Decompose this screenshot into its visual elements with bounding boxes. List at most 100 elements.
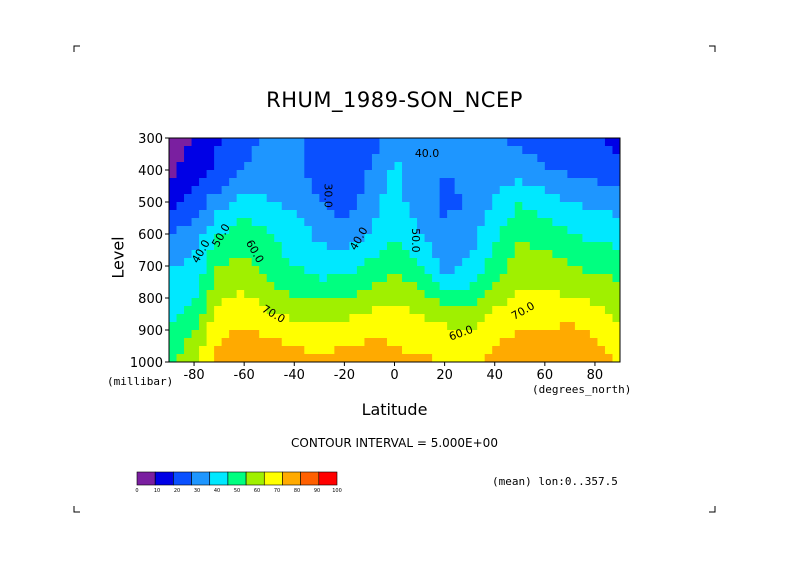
heatmap-cell (544, 338, 553, 347)
heatmap-cell (371, 146, 380, 155)
heatmap-cell (469, 186, 478, 195)
heatmap-cell (176, 274, 185, 283)
heatmap-cell (199, 322, 208, 331)
heatmap-cell (326, 282, 335, 291)
heatmap-cell (424, 242, 433, 251)
heatmap-cell (281, 138, 290, 147)
heatmap-cell (402, 138, 411, 147)
heatmap-cell (326, 234, 335, 243)
heatmap-cell (356, 226, 365, 235)
heatmap-cell (604, 178, 613, 187)
heatmap-cell (244, 298, 253, 307)
heatmap-cell (169, 354, 178, 363)
heatmap-cell (574, 298, 583, 307)
heatmap-cell (604, 306, 613, 315)
heatmap-cell (319, 346, 328, 355)
heatmap-cell (349, 186, 358, 195)
heatmap-cell (604, 218, 613, 227)
heatmap-cell (559, 314, 568, 323)
heatmap-cell (274, 170, 283, 179)
heatmap-cell (514, 314, 523, 323)
heatmap-cell (221, 154, 230, 163)
heatmap-cell (214, 202, 223, 211)
heatmap-cell (432, 354, 441, 363)
heatmap-cell (402, 210, 411, 219)
heatmap-cell (311, 314, 320, 323)
heatmap-cell (319, 234, 328, 243)
heatmap-cell (544, 314, 553, 323)
heatmap-cell (612, 258, 621, 267)
heatmap-cell (281, 170, 290, 179)
heatmap-cell (409, 210, 418, 219)
heatmap-cell (559, 202, 568, 211)
heatmap-cell (349, 178, 358, 187)
heatmap-cell (289, 138, 298, 147)
heatmap-cell (191, 186, 200, 195)
heatmap-cell (522, 322, 531, 331)
heatmap-cell (409, 250, 418, 259)
heatmap-cell (349, 250, 358, 259)
colorbar-swatch (154, 471, 174, 486)
heatmap-cell (169, 218, 178, 227)
heatmap-cell (251, 210, 260, 219)
heatmap-cell (469, 250, 478, 259)
heatmap-cell (409, 162, 418, 171)
heatmap-cell (191, 298, 200, 307)
heatmap-cell (184, 154, 193, 163)
heatmap-cell (304, 178, 313, 187)
heatmap-cell (507, 154, 516, 163)
heatmap-cell (432, 170, 441, 179)
heatmap-cell (326, 354, 335, 363)
heatmap-cell (469, 138, 478, 147)
heatmap-cell (296, 202, 305, 211)
heatmap-cell (296, 234, 305, 243)
heatmap-cell (447, 314, 456, 323)
heatmap-cell (522, 210, 531, 219)
heatmap-cell (567, 146, 576, 155)
heatmap-cell (544, 162, 553, 171)
heatmap-cell (371, 202, 380, 211)
heatmap-cell (191, 282, 200, 291)
heatmap-cell (221, 274, 230, 283)
heatmap-cell (259, 322, 268, 331)
heatmap-cell (499, 138, 508, 147)
heatmap-cell (432, 178, 441, 187)
heatmap-cell (462, 226, 471, 235)
heatmap-cell (432, 282, 441, 291)
heatmap-cell (447, 338, 456, 347)
heatmap-cell (184, 226, 193, 235)
heatmap-cell (447, 322, 456, 331)
heatmap-cell (371, 314, 380, 323)
heatmap-cell (236, 186, 245, 195)
heatmap-cell (296, 274, 305, 283)
heatmap-cell (251, 242, 260, 251)
heatmap-cell (169, 170, 178, 179)
heatmap-cell (244, 202, 253, 211)
heatmap-cell (296, 138, 305, 147)
heatmap-cell (236, 162, 245, 171)
heatmap-cell (169, 226, 178, 235)
heatmap-cell (176, 186, 185, 195)
heatmap-cell (604, 210, 613, 219)
heatmap-cell (386, 338, 395, 347)
heatmap-cell (462, 282, 471, 291)
heatmap-cell (612, 314, 621, 323)
heatmap-cell (544, 202, 553, 211)
heatmap-cell (552, 346, 561, 355)
heatmap-cell (492, 194, 501, 203)
heatmap-cell (522, 178, 531, 187)
heatmap-cell (221, 186, 230, 195)
colorbar-label: 60 (254, 488, 260, 494)
heatmap-cell (364, 338, 373, 347)
heatmap-cell (514, 146, 523, 155)
heatmap-cell (582, 170, 591, 179)
heatmap-cell (409, 338, 418, 347)
heatmap-cell (417, 162, 426, 171)
heatmap-cell (229, 290, 238, 299)
corner-mark-top-right (709, 45, 716, 52)
heatmap-cell (379, 314, 388, 323)
heatmap-cell (462, 274, 471, 283)
heatmap-cell (191, 194, 200, 203)
heatmap-cell (544, 266, 553, 275)
heatmap-cell (589, 282, 598, 291)
